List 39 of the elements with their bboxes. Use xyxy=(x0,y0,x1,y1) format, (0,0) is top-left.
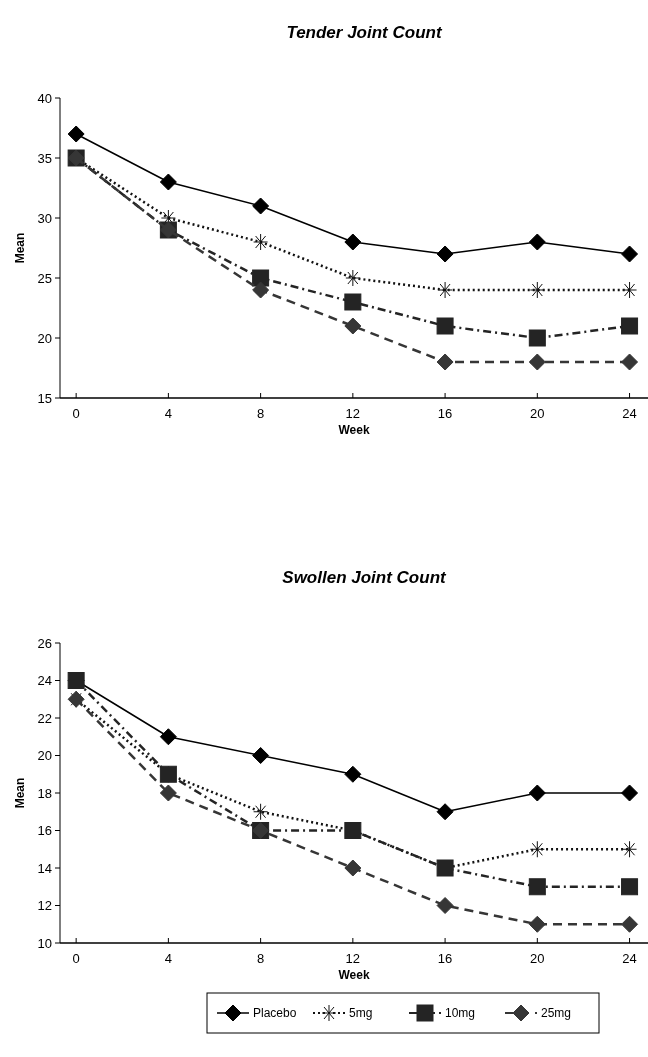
y-axis-title: Mean xyxy=(13,777,27,809)
y-tick-label: 20 xyxy=(37,748,52,764)
y-tick-label: 40 xyxy=(37,90,52,106)
legend-label: 5mg xyxy=(349,1006,373,1021)
y-tick-label: 26 xyxy=(37,635,52,651)
x-tick-label: 8 xyxy=(256,951,265,966)
x-tick-label: 16 xyxy=(437,406,453,421)
y-tick-label: 30 xyxy=(37,210,52,226)
x-tick-label: 0 xyxy=(72,406,80,421)
x-tick-label: 20 xyxy=(530,406,545,421)
chart-title: Tender Joint Count xyxy=(286,23,443,42)
y-tick-label: 10 xyxy=(37,935,52,951)
x-tick-label: 8 xyxy=(256,406,265,421)
y-tick-label: 15 xyxy=(37,390,52,406)
x-tick-label: 24 xyxy=(622,406,637,421)
y-tick-label: 18 xyxy=(37,785,52,801)
legend-label: 10mg xyxy=(445,1006,476,1021)
legend-label: 25mg xyxy=(541,1006,572,1021)
x-tick-label: 24 xyxy=(622,951,637,966)
x-tick-label: 4 xyxy=(164,951,172,966)
y-tick-label: 24 xyxy=(37,673,52,689)
x-tick-label: 12 xyxy=(345,951,361,966)
y-tick-label: 12 xyxy=(37,898,52,914)
chart-title: Swollen Joint Count xyxy=(282,568,448,587)
x-tick-label: 20 xyxy=(530,951,545,966)
y-tick-label: 35 xyxy=(37,150,52,166)
y-tick-label: 16 xyxy=(37,823,52,839)
x-axis-title: Week xyxy=(338,968,370,982)
y-tick-label: 20 xyxy=(37,330,52,346)
x-tick-label: 0 xyxy=(72,951,80,966)
x-tick-label: 12 xyxy=(345,406,361,421)
legend-label: Placebo xyxy=(253,1006,297,1021)
x-tick-label: 4 xyxy=(164,406,172,421)
y-axis-title: Mean xyxy=(13,232,27,264)
x-tick-label: 16 xyxy=(437,951,453,966)
y-tick-label: 14 xyxy=(37,860,52,876)
y-tick-label: 22 xyxy=(37,710,52,726)
y-tick-label: 25 xyxy=(37,270,52,286)
x-axis-title: Week xyxy=(338,423,370,437)
